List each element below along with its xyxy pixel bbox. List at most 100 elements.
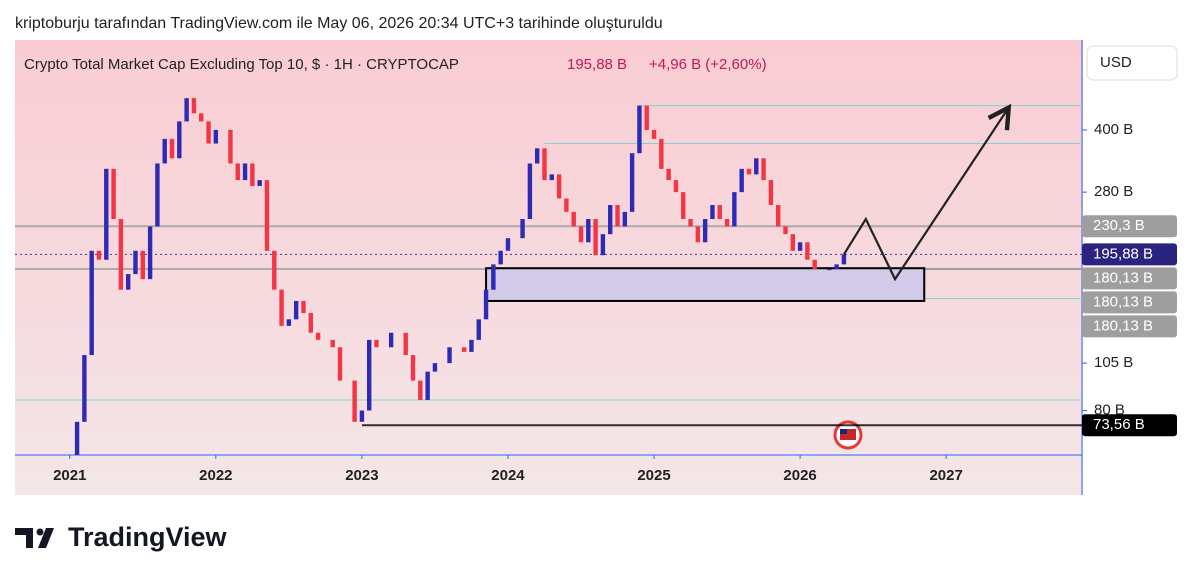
- candle: [272, 250, 277, 290]
- candle: [104, 168, 109, 260]
- range-box: [485, 267, 926, 302]
- candle: [315, 332, 321, 340]
- x-tick-label: 2022: [199, 467, 232, 484]
- price-tag-label: 180,13 B: [1093, 269, 1153, 286]
- candle: [359, 410, 365, 422]
- candle: [425, 371, 430, 400]
- candle: [498, 250, 503, 265]
- price-tag: [1082, 291, 1177, 314]
- candle: [710, 205, 715, 220]
- candle: [293, 300, 299, 320]
- candle: [571, 211, 576, 227]
- candle: [169, 138, 175, 159]
- candle: [732, 192, 737, 227]
- candle: [746, 168, 752, 175]
- candle: [286, 319, 292, 326]
- candle: [739, 168, 744, 193]
- candle: [754, 158, 759, 175]
- candle: [235, 163, 240, 181]
- logo: [15, 528, 54, 548]
- candle: [74, 421, 80, 455]
- candle: [673, 180, 679, 193]
- candle: [586, 219, 591, 243]
- candle: [775, 205, 781, 227]
- candle: [228, 129, 233, 164]
- candle: [608, 205, 613, 235]
- candle: [593, 219, 598, 256]
- brand: TradingView: [68, 522, 228, 552]
- x-tick-label: 2024: [491, 467, 525, 484]
- candle: [125, 274, 131, 290]
- candle: [367, 339, 372, 411]
- candle: [279, 289, 284, 326]
- candle: [695, 226, 701, 243]
- candle: [133, 250, 138, 275]
- x-tick-label: 2021: [53, 467, 86, 484]
- candle: [527, 163, 533, 220]
- candle: [717, 205, 722, 220]
- symbol-title: Crypto Total Market Cap Excluding Top 10…: [24, 56, 459, 73]
- candle: [629, 153, 635, 212]
- y-tick-label: 280 B: [1094, 183, 1133, 200]
- candle: [812, 259, 817, 270]
- price-tag-label: 180,13 B: [1093, 317, 1153, 334]
- candle: [162, 138, 167, 164]
- candle: [184, 98, 189, 122]
- candle: [118, 219, 124, 290]
- x-tick-label: 2026: [783, 467, 816, 484]
- candle: [191, 98, 197, 114]
- candle: [330, 339, 335, 348]
- x-tick-label: 2023: [345, 467, 378, 484]
- price-tag-label: 230,3 B: [1093, 217, 1145, 234]
- projection: [842, 109, 1008, 282]
- candle: [403, 332, 408, 356]
- candle: [155, 163, 160, 227]
- candle: [556, 174, 562, 199]
- candle: [483, 289, 489, 320]
- candle: [476, 319, 481, 340]
- x-tick-label: 2027: [929, 467, 962, 484]
- candle: [432, 363, 438, 372]
- candle: [790, 234, 795, 251]
- candle: [600, 234, 606, 256]
- currency-button[interactable]: [1086, 45, 1178, 81]
- candle: [702, 219, 708, 243]
- candle: [834, 264, 839, 270]
- price-tag-label: 73,56 B: [1093, 416, 1145, 433]
- candle: [783, 226, 788, 235]
- price-tag-label: 180,13 B: [1093, 293, 1153, 310]
- candle: [644, 105, 649, 130]
- credit: kriptoburju tarafından TradingView.com i…: [15, 15, 663, 32]
- candle: [564, 198, 569, 212]
- currency: USD: [1100, 54, 1132, 71]
- candle: [206, 121, 211, 144]
- candle: [111, 168, 116, 220]
- candle: [264, 180, 270, 251]
- candle: [534, 148, 540, 164]
- candle: [841, 254, 847, 265]
- candle: [651, 129, 657, 139]
- candle: [388, 332, 394, 348]
- candle: [352, 380, 357, 422]
- candle: [724, 219, 730, 227]
- candle: [615, 205, 620, 227]
- change: +4,96 B (+2,60%): [649, 56, 767, 73]
- candle: [469, 339, 474, 352]
- candle: [666, 168, 671, 181]
- candle: [622, 211, 628, 227]
- price-tag-label: 195,88 B: [1093, 245, 1153, 262]
- candle: [505, 238, 511, 251]
- price-tag: [1082, 243, 1177, 266]
- candle: [374, 339, 379, 348]
- candle: [257, 180, 262, 187]
- price: 195,88 B: [567, 56, 627, 73]
- price-tag: [1082, 267, 1177, 290]
- candle: [301, 300, 306, 313]
- candle: [761, 158, 766, 181]
- candle: [549, 174, 554, 181]
- candle: [308, 312, 313, 333]
- candle: [797, 242, 803, 251]
- candle: [213, 129, 219, 144]
- candle: [827, 269, 832, 271]
